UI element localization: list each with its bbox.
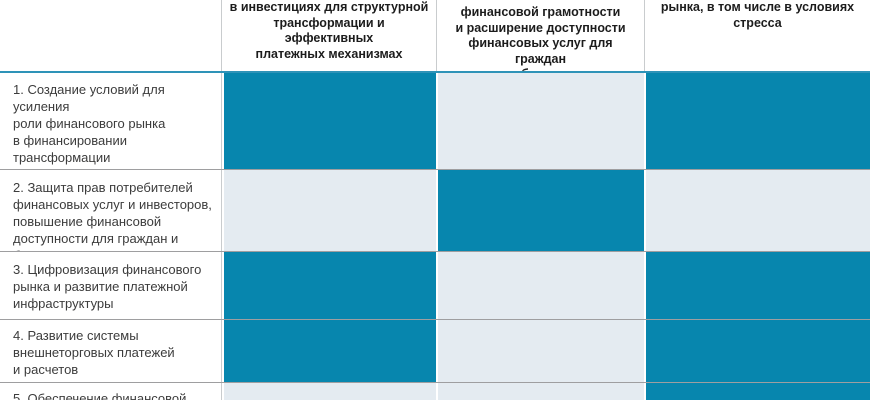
matrix-cell: [644, 320, 870, 382]
matrix-cell: [436, 73, 644, 169]
row-label-cell: 4. Развитие системы внешнеторговых плате…: [0, 320, 222, 382]
row-label: 4. Развитие системы внешнеторговых плате…: [13, 328, 175, 377]
column-header-2: финансовой грамотности и расширение дост…: [436, 0, 644, 71]
table-header-row: в инвестициях для структурной трансформа…: [0, 0, 870, 71]
table-row: 1. Создание условий для усиления роли фи…: [0, 73, 870, 169]
matrix-cell: [222, 383, 436, 400]
table-row: 2. Защита прав потребителей финансовых у…: [0, 169, 870, 251]
matrix-cell: [436, 170, 644, 251]
table-row: 4. Развитие системы внешнеторговых плате…: [0, 319, 870, 382]
matrix-cell: [644, 170, 870, 251]
matrix-cell: [644, 73, 870, 169]
matrix-cell: [436, 383, 644, 400]
matrix-cell: [222, 170, 436, 251]
row-label-cell: 1. Создание условий для усиления роли фи…: [0, 73, 222, 169]
column-header-3: рынка, в том числе в условиях стресса: [644, 0, 870, 71]
matrix-cell: [436, 252, 644, 319]
row-label: 2. Защита прав потребителей финансовых у…: [13, 180, 212, 251]
row-label: 5. Обеспечение финансовой: [13, 391, 187, 400]
row-label-cell: 5. Обеспечение финансовой: [0, 383, 222, 400]
row-label: 1. Создание условий для усиления роли фи…: [13, 82, 176, 169]
matrix-cell: [222, 252, 436, 319]
column-header-2-text: финансовой грамотности и расширение дост…: [455, 5, 626, 71]
column-header-1-text: в инвестициях для структурной трансформа…: [229, 0, 429, 61]
header-empty-corner: [0, 0, 222, 71]
row-label: 3. Цифровизация финансового рынка и разв…: [13, 262, 202, 311]
header-underline: [0, 71, 870, 73]
table-row: 3. Цифровизация финансового рынка и разв…: [0, 251, 870, 319]
row-label-cell: 2. Защита прав потребителей финансовых у…: [0, 170, 222, 251]
matrix-cell: [222, 73, 436, 169]
column-header-1: в инвестициях для структурной трансформа…: [222, 0, 436, 71]
matrix-cell: [644, 383, 870, 400]
row-label-cell: 3. Цифровизация финансового рынка и разв…: [0, 252, 222, 319]
matrix-cell: [436, 320, 644, 382]
column-header-3-text: рынка, в том числе в условиях стресса: [660, 0, 855, 30]
matrix-cell: [644, 252, 870, 319]
matrix-cell: [222, 320, 436, 382]
table-row: 5. Обеспечение финансовой: [0, 382, 870, 400]
